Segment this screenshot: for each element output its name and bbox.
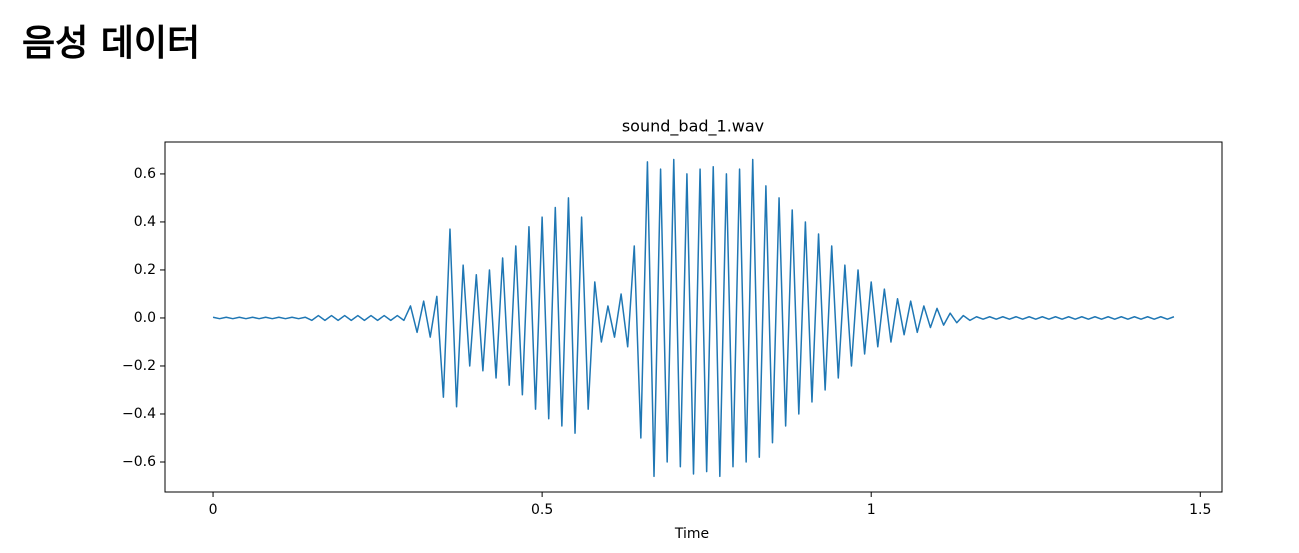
y-tick-label: −0.6 (122, 454, 156, 470)
y-tick-label: 0.2 (134, 262, 156, 278)
y-tick-label: 0.6 (134, 166, 156, 182)
x-tick-label: 0 (209, 502, 218, 518)
page-title: 음성 데이터 (22, 23, 201, 64)
y-tick-label: 0.4 (134, 214, 156, 230)
x-axis-label: Time (674, 526, 709, 542)
y-tick-label: −0.2 (122, 358, 156, 374)
y-tick-label: −0.4 (122, 406, 156, 422)
chart-title: sound_bad_1.wav (622, 117, 764, 137)
x-tick-label: 1 (867, 502, 876, 518)
y-tick-label: 0.0 (134, 310, 156, 326)
x-tick-label: 0.5 (531, 502, 553, 518)
plot-frame (164, 141, 1223, 493)
waveform (212, 158, 1175, 478)
x-tick-label: 1.5 (1189, 502, 1211, 518)
